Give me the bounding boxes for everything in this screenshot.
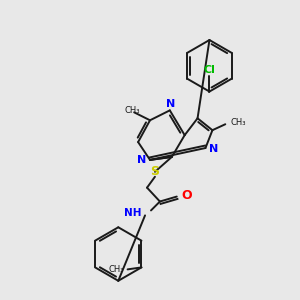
Text: CH₃: CH₃ (230, 118, 246, 127)
Text: NH: NH (124, 208, 141, 218)
Text: Cl: Cl (203, 65, 215, 75)
Text: N: N (166, 99, 176, 110)
Text: S: S (151, 165, 160, 178)
Text: N: N (209, 144, 219, 154)
Text: O: O (182, 189, 192, 202)
Text: CH₃: CH₃ (108, 265, 124, 274)
Text: N: N (137, 155, 146, 165)
Text: CH₃: CH₃ (124, 106, 140, 115)
